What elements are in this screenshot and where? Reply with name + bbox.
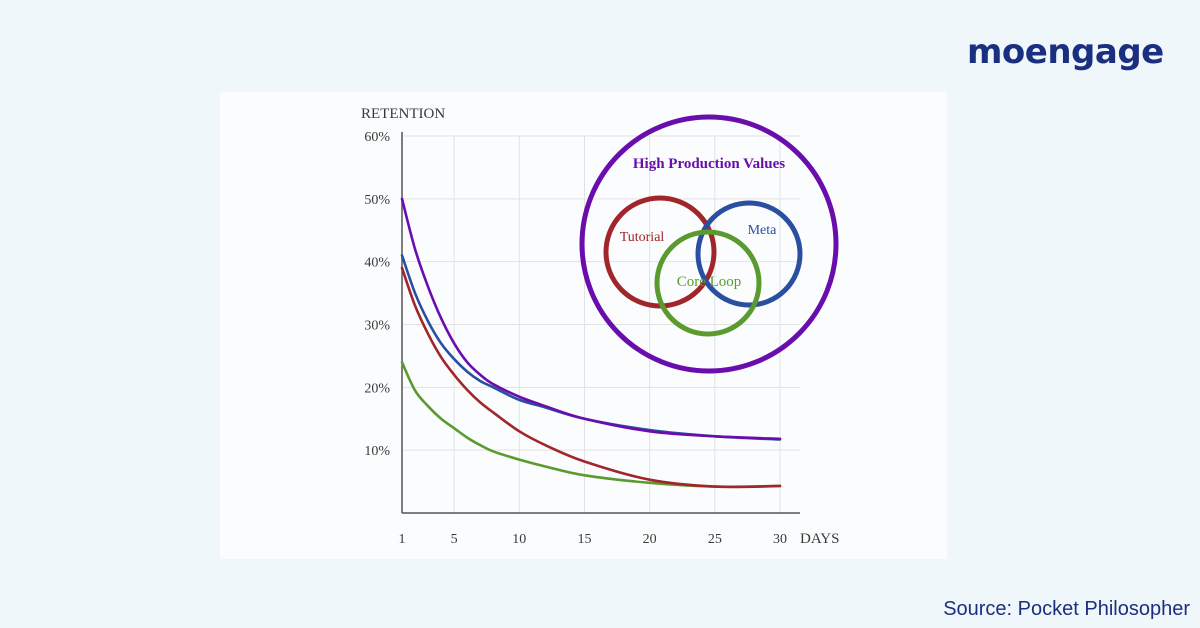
x-tick-label: 15 (577, 532, 591, 547)
x-tick-label: 5 (451, 532, 458, 547)
y-tick-label: 60% (364, 130, 390, 145)
y-tick-label: 10% (364, 444, 390, 459)
venn-meta-circle (695, 200, 803, 308)
venn-diagram: High Production Values Tutorial Meta Core L… (579, 114, 839, 374)
chart-card: 1 5 10 15 20 25 30 10% 20% 30% 40% 50% 60% High Prod… (220, 92, 947, 559)
series-line-core-loop (400, 360, 782, 489)
source-caption: Source: Pocket Philosopher (943, 598, 1190, 620)
y-tick-label: 40% (364, 256, 390, 271)
series-lines (400, 197, 782, 489)
y-tick-label: 50% (364, 193, 390, 208)
venn-label-meta: Meta (748, 223, 778, 238)
venn-outer-circle (579, 114, 839, 374)
series-line-high-production-values (400, 197, 782, 441)
venn-label-high-production: High Production Values (633, 156, 785, 172)
x-tick-label: 1 (399, 532, 406, 547)
series-line-tutorial (400, 266, 782, 489)
moengage-logo: moengage (967, 30, 1164, 74)
x-tick-label: 25 (708, 532, 722, 547)
venn-label-core-loop: Core Loop (677, 274, 742, 290)
chart-axes (401, 132, 800, 514)
venn-label-tutorial: Tutorial (620, 230, 665, 245)
logo-wordmark: moengage (967, 32, 1164, 72)
x-tick-label: 20 (643, 532, 657, 547)
chart-grid (402, 135, 800, 513)
x-tick-label: 30 (773, 532, 787, 547)
y-tick-label: 20% (364, 381, 390, 396)
venn-core-loop-circle (654, 229, 762, 337)
x-axis-label: DAYS (800, 531, 839, 547)
y-axis-label: RETENTION (361, 106, 445, 122)
y-tick-label: 30% (364, 319, 390, 334)
x-tick-label: 10 (512, 532, 526, 547)
